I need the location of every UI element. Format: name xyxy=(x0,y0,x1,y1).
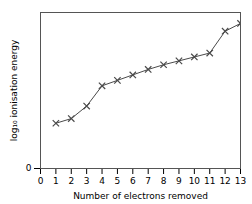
svg-text:13: 13 xyxy=(235,176,246,186)
svg-text:5: 5 xyxy=(115,176,121,186)
svg-text:11: 11 xyxy=(204,176,215,186)
svg-text:1: 1 xyxy=(53,176,59,186)
svg-text:log₁₀ ionisation energy: log₁₀ ionisation energy xyxy=(9,39,19,141)
svg-text:12: 12 xyxy=(219,176,230,186)
svg-text:7: 7 xyxy=(145,176,151,186)
svg-text:4: 4 xyxy=(99,176,105,186)
svg-text:10: 10 xyxy=(189,176,201,186)
svg-text:0: 0 xyxy=(38,176,44,186)
svg-text:6: 6 xyxy=(130,176,136,186)
svg-text:8: 8 xyxy=(161,176,167,186)
svg-text:2: 2 xyxy=(68,176,74,186)
svg-text:3: 3 xyxy=(84,176,90,186)
svg-text:0: 0 xyxy=(26,163,32,173)
svg-text:Number of electrons removed: Number of electrons removed xyxy=(73,191,208,201)
svg-text:9: 9 xyxy=(176,176,182,186)
